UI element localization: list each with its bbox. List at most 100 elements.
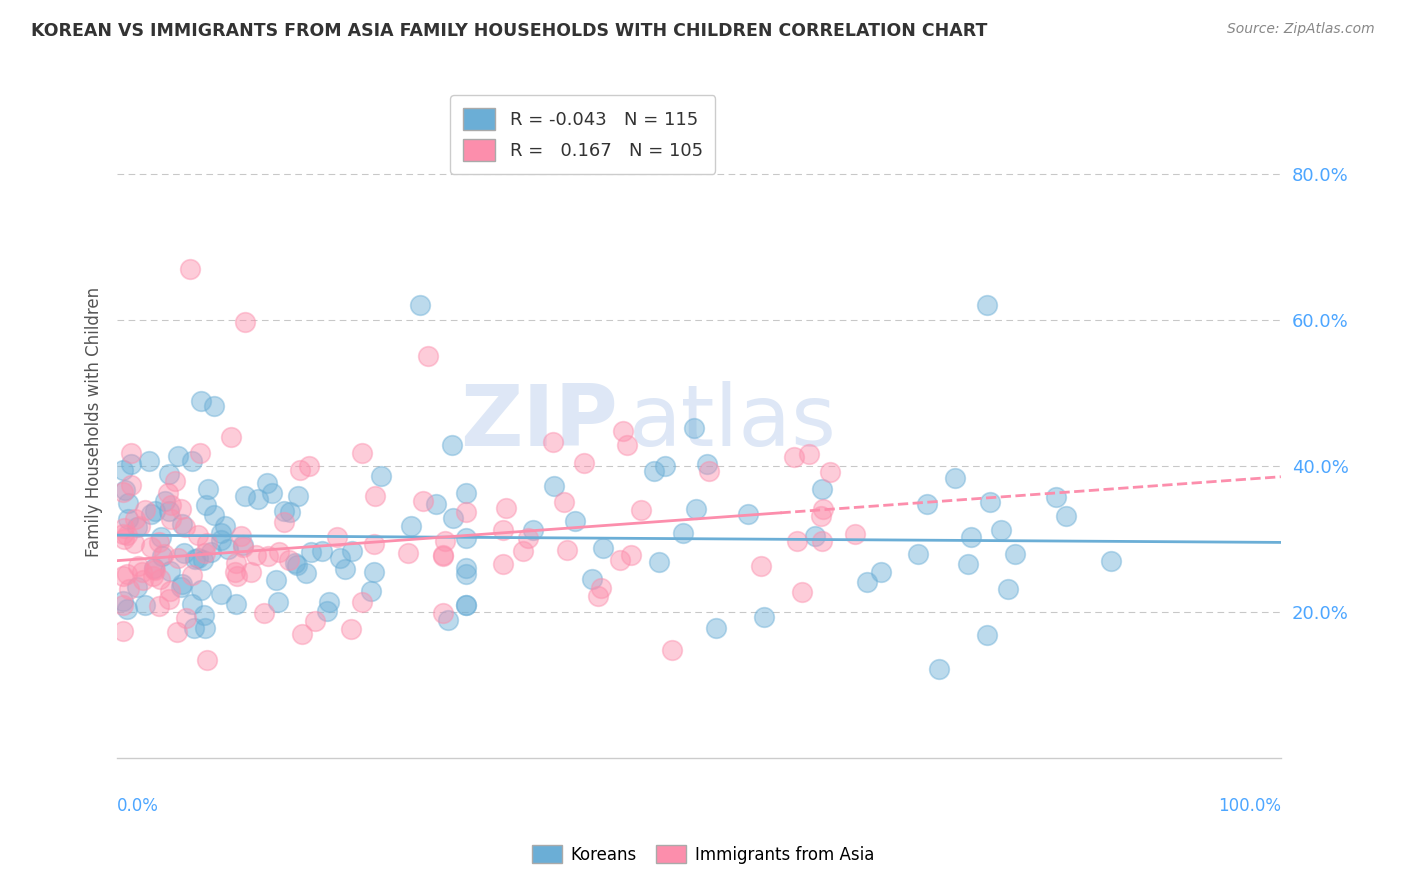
Point [273, 515, 295, 529]
Point [799, 447, 821, 461]
Point [790, 584, 813, 599]
Text: 0.0%: 0.0% [117, 797, 159, 814]
Point [111, 569, 134, 583]
Point [399, 519, 422, 533]
Point [157, 467, 180, 481]
Point [956, 557, 979, 571]
Point [232, 540, 254, 554]
Point [416, 349, 439, 363]
Point [589, 582, 612, 596]
Point [1045, 490, 1067, 504]
Point [111, 485, 134, 500]
Point [456, 567, 478, 582]
Point [217, 542, 239, 557]
Point [148, 535, 170, 549]
Point [142, 561, 165, 575]
Point [209, 533, 232, 547]
Point [396, 546, 419, 560]
Point [224, 565, 246, 579]
Point [844, 527, 866, 541]
Point [291, 627, 314, 641]
Point [737, 507, 759, 521]
Text: ZIP: ZIP [460, 381, 617, 464]
Point [120, 446, 142, 460]
Point [112, 532, 135, 546]
Point [120, 478, 142, 492]
Point [340, 623, 363, 637]
Point [612, 424, 634, 438]
Point [166, 550, 188, 565]
Point [273, 504, 295, 518]
Point [818, 465, 841, 479]
Point [117, 496, 139, 510]
Point [191, 553, 214, 567]
Point [111, 462, 134, 476]
Point [564, 514, 586, 528]
Point [174, 520, 197, 534]
Point [647, 555, 669, 569]
Point [299, 545, 322, 559]
Point [783, 450, 806, 465]
Point [149, 531, 172, 545]
Point [976, 628, 998, 642]
Point [231, 529, 253, 543]
Point [170, 577, 193, 591]
Point [555, 543, 578, 558]
Point [257, 549, 280, 564]
Point [195, 653, 218, 667]
Point [195, 499, 218, 513]
Point [115, 601, 138, 615]
Point [1099, 554, 1122, 568]
Point [654, 458, 676, 473]
Y-axis label: Family Households with Children: Family Households with Children [86, 287, 103, 558]
Point [194, 546, 217, 560]
Point [543, 479, 565, 493]
Point [111, 624, 134, 638]
Point [148, 599, 170, 614]
Point [190, 394, 212, 409]
Point [174, 611, 197, 625]
Point [225, 557, 247, 571]
Point [124, 512, 146, 526]
Point [1054, 509, 1077, 524]
Point [287, 489, 309, 503]
Point [786, 534, 808, 549]
Point [156, 486, 179, 500]
Point [945, 471, 967, 485]
Point [143, 504, 166, 518]
Point [122, 535, 145, 549]
Point [184, 552, 207, 566]
Point [219, 430, 242, 444]
Point [214, 519, 236, 533]
Point [115, 528, 138, 542]
Point [152, 547, 174, 561]
Point [960, 530, 983, 544]
Point [990, 524, 1012, 538]
Point [298, 458, 321, 473]
Point [132, 573, 155, 587]
Point [432, 606, 454, 620]
Point [233, 489, 256, 503]
Point [166, 624, 188, 639]
Point [592, 541, 614, 556]
Point [225, 597, 247, 611]
Point [432, 549, 454, 563]
Point [114, 483, 136, 498]
Point [456, 599, 478, 613]
Point [163, 474, 186, 488]
Point [749, 558, 772, 573]
Point [425, 497, 447, 511]
Point [157, 592, 180, 607]
Point [350, 595, 373, 609]
Point [253, 606, 276, 620]
Point [266, 595, 288, 609]
Point [672, 525, 695, 540]
Point [630, 503, 652, 517]
Point [142, 569, 165, 583]
Point [437, 613, 460, 627]
Point [157, 504, 180, 518]
Point [979, 495, 1001, 509]
Point [194, 621, 217, 635]
Legend: Koreans, Immigrants from Asia: Koreans, Immigrants from Asia [526, 838, 880, 871]
Point [553, 495, 575, 509]
